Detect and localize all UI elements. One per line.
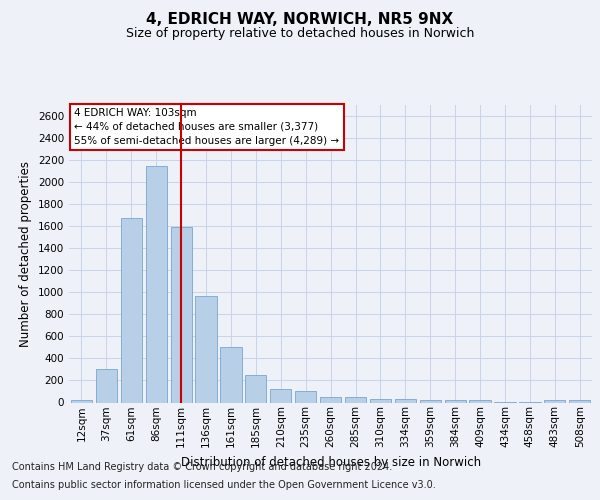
Bar bbox=[220, 348, 242, 403]
Bar bbox=[395, 399, 416, 402]
Bar bbox=[320, 397, 341, 402]
Text: 4 EDRICH WAY: 103sqm
← 44% of detached houses are smaller (3,377)
55% of semi-de: 4 EDRICH WAY: 103sqm ← 44% of detached h… bbox=[74, 108, 340, 146]
X-axis label: Distribution of detached houses by size in Norwich: Distribution of detached houses by size … bbox=[181, 456, 481, 468]
Bar bbox=[96, 370, 117, 402]
Bar bbox=[295, 392, 316, 402]
Text: Contains public sector information licensed under the Open Government Licence v3: Contains public sector information licen… bbox=[12, 480, 436, 490]
Text: Contains HM Land Registry data © Crown copyright and database right 2024.: Contains HM Land Registry data © Crown c… bbox=[12, 462, 392, 472]
Bar bbox=[469, 400, 491, 402]
Bar bbox=[245, 375, 266, 402]
Bar bbox=[569, 400, 590, 402]
Bar bbox=[121, 218, 142, 402]
Bar bbox=[270, 390, 292, 402]
Bar bbox=[146, 166, 167, 402]
Bar bbox=[196, 296, 217, 403]
Bar bbox=[419, 400, 441, 402]
Y-axis label: Number of detached properties: Number of detached properties bbox=[19, 161, 32, 347]
Bar bbox=[170, 227, 192, 402]
Text: Size of property relative to detached houses in Norwich: Size of property relative to detached ho… bbox=[126, 28, 474, 40]
Bar bbox=[71, 400, 92, 402]
Bar bbox=[445, 400, 466, 402]
Bar bbox=[370, 398, 391, 402]
Text: 4, EDRICH WAY, NORWICH, NR5 9NX: 4, EDRICH WAY, NORWICH, NR5 9NX bbox=[146, 12, 454, 28]
Bar bbox=[345, 397, 366, 402]
Bar bbox=[544, 400, 565, 402]
